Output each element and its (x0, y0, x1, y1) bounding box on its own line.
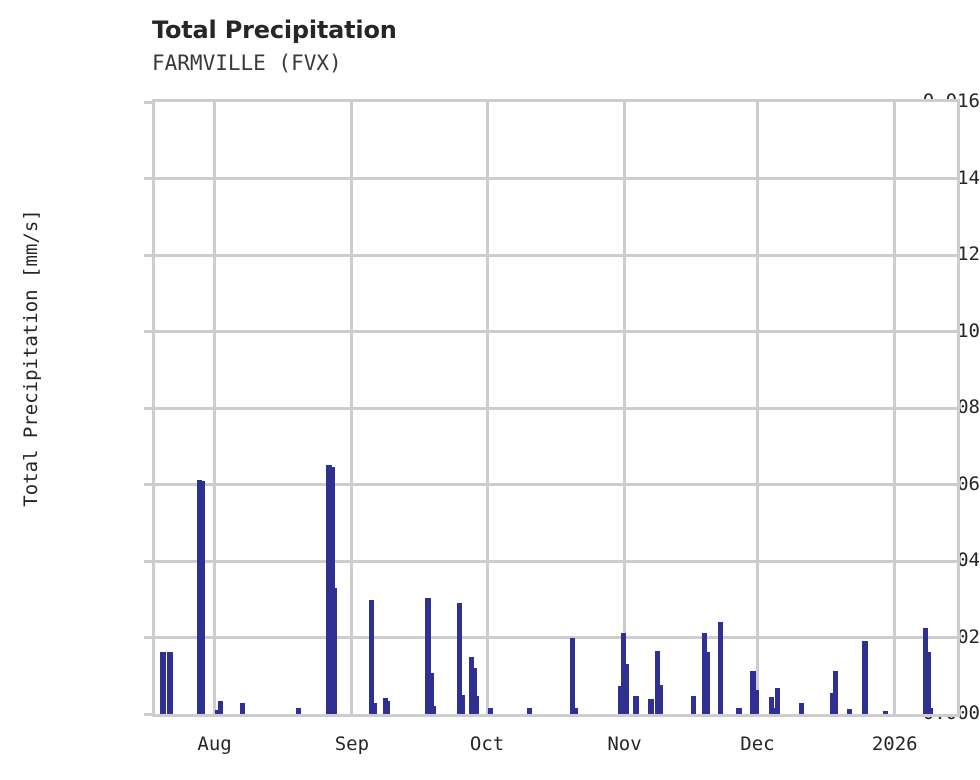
bar (617, 685, 623, 714)
bar (704, 652, 710, 714)
bar (428, 673, 434, 714)
bar (750, 671, 756, 714)
gridline-vertical (350, 102, 354, 714)
bar (925, 652, 931, 714)
bar (326, 465, 332, 714)
bar (829, 692, 835, 714)
bar (772, 707, 778, 714)
bar (620, 633, 626, 714)
gridline-horizontal (155, 406, 957, 410)
bar (573, 708, 579, 714)
bar (197, 480, 203, 714)
chart-title: Total Precipitation (152, 16, 397, 44)
bar (570, 637, 576, 714)
bar (832, 670, 838, 714)
gridline-vertical (485, 102, 489, 714)
gridline-vertical (893, 102, 897, 714)
gridline-vertical (755, 102, 759, 714)
bar (472, 668, 478, 714)
bar (200, 481, 206, 714)
bar (633, 696, 639, 714)
bar (701, 633, 708, 714)
bar (798, 702, 805, 714)
bar (648, 698, 654, 714)
bar (487, 707, 494, 714)
bar (753, 689, 759, 714)
gridline-vertical (622, 102, 626, 714)
y-tick-mark (144, 100, 152, 104)
y-tick-mark (144, 177, 152, 180)
bar (655, 650, 661, 714)
x-tick-label: Nov (607, 733, 642, 755)
bar (457, 603, 463, 714)
y-axis-label: Total Precipitation [mm/s] (20, 209, 42, 507)
gridline-horizontal (155, 559, 957, 563)
bar (167, 652, 173, 714)
x-tick-label: Oct (469, 733, 505, 755)
bar (369, 599, 375, 714)
bar (296, 707, 302, 714)
gridline-horizontal (155, 636, 957, 639)
bar (922, 627, 928, 714)
y-tick-mark (144, 406, 152, 410)
bar (658, 684, 664, 714)
y-tick-mark (144, 559, 152, 563)
x-tick-label: Aug (197, 733, 232, 755)
plot-area (152, 99, 960, 717)
bar (775, 687, 781, 714)
bar (846, 709, 852, 714)
y-tick-mark (144, 712, 152, 716)
bar (460, 694, 466, 714)
gridline-horizontal (155, 253, 957, 257)
bar (217, 700, 224, 714)
bar (239, 702, 245, 714)
bar (469, 656, 475, 714)
bar (160, 651, 166, 714)
bar (717, 622, 723, 714)
bar (623, 663, 629, 714)
bar (769, 697, 775, 714)
y-tick-mark (144, 253, 152, 257)
chart-subtitle: FARMVILLE (FVX) (152, 51, 342, 75)
y-tick-mark (144, 330, 152, 333)
bar (927, 707, 933, 714)
plot-inner (155, 102, 957, 714)
bar (331, 587, 337, 714)
gridline-horizontal (155, 177, 957, 180)
bar (430, 706, 436, 714)
bar (883, 710, 889, 714)
x-tick-label: 2026 (871, 733, 918, 755)
bar (474, 695, 480, 714)
bar (371, 702, 378, 714)
y-tick-mark (144, 483, 152, 486)
bar (384, 701, 391, 714)
bar (425, 597, 431, 714)
gridline-horizontal (155, 483, 957, 486)
x-tick-label: Dec (740, 733, 775, 755)
bar (526, 708, 532, 714)
y-tick-mark (144, 636, 152, 639)
bar (862, 640, 868, 714)
bar (736, 708, 742, 714)
gridline-vertical (213, 102, 217, 714)
bar (690, 696, 697, 714)
gridline-horizontal (155, 330, 957, 333)
x-tick-label: Sep (334, 733, 370, 755)
bar (214, 710, 221, 714)
